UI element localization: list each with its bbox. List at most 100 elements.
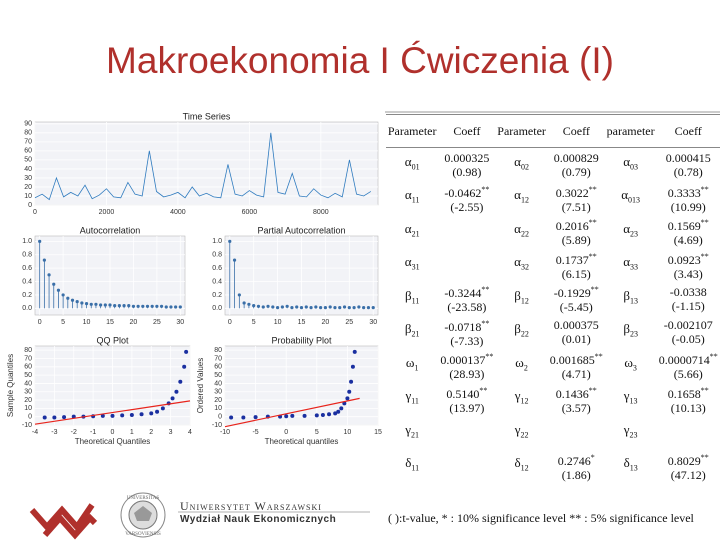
coefficient-value: 0.1737 <box>555 252 589 267</box>
point <box>290 413 295 418</box>
header-cell: Coeff <box>438 114 496 148</box>
point <box>284 414 289 419</box>
parameter-subscript: 33 <box>630 263 639 273</box>
x-tick-label: 5 <box>252 319 256 326</box>
chart-title: QQ Plot <box>96 335 129 345</box>
y-tick-label: 40 <box>214 380 222 387</box>
parameter-cell: γ22 <box>495 416 547 450</box>
x-tick-label: 2000 <box>99 209 115 216</box>
coeff-cell <box>438 249 495 283</box>
parameter-subscript: 11 <box>411 296 420 306</box>
coefficient: 0.1658** <box>656 384 720 401</box>
y-tick-label: 30 <box>24 175 32 182</box>
table-row: α31 α32 0.1737** (6.15) α33 0.0923** (3.43) <box>386 249 720 283</box>
y-tick-label: 10 <box>214 405 222 412</box>
x-tick-label: 0 <box>33 209 37 216</box>
point <box>229 415 234 420</box>
parameter-cell: α11 <box>386 182 438 216</box>
parameter-cell: β11 <box>386 282 438 316</box>
stem-marker <box>159 304 164 308</box>
y-tick-label: 20 <box>24 184 32 191</box>
coeff-cell: 0.8029** (47.12) <box>656 450 720 484</box>
parameter-subscript: 13 <box>629 397 638 407</box>
point <box>182 364 187 369</box>
stem-marker <box>271 305 275 309</box>
stem-marker <box>352 306 356 310</box>
chart-title: Autocorrelation <box>80 225 141 235</box>
coeff-cell: -0.0718** (-7.33) <box>438 316 495 350</box>
table-row: β11 -0.3244** (-23.58) β12 -0.1929** (-5.45) β… <box>386 282 720 316</box>
stem-marker <box>280 305 284 309</box>
coeff-cell: 0.000325 (0.98) <box>438 148 495 182</box>
parameter-cell: α23 <box>605 215 657 249</box>
coefficient-value: -0.0718 <box>444 319 482 334</box>
x-tick-label: -3 <box>51 429 57 436</box>
stem-marker <box>52 282 56 286</box>
coefficient: 0.1737** <box>548 250 605 267</box>
coeff-cell: 0.1658** (10.13) <box>656 383 720 417</box>
significance: ** <box>481 285 490 295</box>
parameter-cell: α22 <box>495 215 547 249</box>
parameter-subscript: 21 <box>411 330 420 340</box>
parameter-cell: α21 <box>386 215 438 249</box>
point <box>345 396 350 401</box>
parameter-symbol: γ <box>514 388 521 404</box>
parameter-symbol: γ <box>405 421 412 437</box>
table-row: ω1 0.000137** (28.93) ω2 0.001685** (4.71) ω3 0… <box>386 349 720 383</box>
point <box>320 413 325 418</box>
stem-marker <box>275 306 280 310</box>
parameter-symbol: β <box>405 287 412 303</box>
y-tick-label: 80 <box>214 347 222 354</box>
y-tick-label: 0.8 <box>212 252 222 259</box>
t-value: (0.98) <box>452 164 482 179</box>
coeff-cell: 0.3333** (10.99) <box>656 182 720 216</box>
coefficient: 0.000415 <box>656 151 720 165</box>
series-line <box>224 397 360 428</box>
stem-marker <box>113 304 117 308</box>
coeff-cell <box>438 416 495 450</box>
parameter-cell: γ13 <box>605 383 657 417</box>
university-name: Uniwersytet Warszawski <box>180 499 322 513</box>
coeff-cell <box>438 215 495 249</box>
stem-marker <box>314 305 318 309</box>
x-tick-label: 4000 <box>170 209 186 216</box>
table-row: α21 α22 0.2016** (5.89) α23 0.1569** (4.69) <box>386 215 720 249</box>
stem-marker <box>141 304 145 308</box>
y-tick-label: 70 <box>24 355 32 362</box>
parameter-cell: ω2 <box>495 349 547 383</box>
coeff-cell: -0.1929** (-5.45) <box>548 282 605 316</box>
parameter-subscript: 22 <box>520 430 529 440</box>
coefficient: 0.0923** <box>656 250 720 267</box>
point <box>129 413 134 418</box>
y-tick-label: 90 <box>24 121 32 128</box>
parameter-subscript: 12 <box>520 196 529 206</box>
parameter-subscript: 21 <box>411 229 420 239</box>
coefficient-value: 0.1436 <box>555 386 589 401</box>
t-value: (5.89) <box>561 233 591 248</box>
x-tick-label: -5 <box>252 429 258 436</box>
y-axis-label: Sample Quantiles <box>6 354 15 417</box>
coeff-cell <box>656 416 720 450</box>
x-tick-label: 1 <box>130 429 134 436</box>
point <box>336 409 341 414</box>
parameter-symbol: β <box>623 321 630 337</box>
parameter-cell: γ23 <box>605 416 657 450</box>
results-table: Parameter Coeff Parameter Coeff parameter Coe… <box>386 114 720 483</box>
stem-marker <box>328 305 332 309</box>
significance: ** <box>700 218 709 228</box>
header-cell: Parameter <box>386 114 439 148</box>
x-tick-label: 30 <box>176 319 184 326</box>
parameter-cell: β22 <box>495 316 547 350</box>
parameter-symbol: δ <box>405 455 412 471</box>
t-value: (47.12) <box>670 467 706 482</box>
stem-marker <box>290 306 294 310</box>
parameter-symbol: α <box>404 254 412 270</box>
significance: ** <box>700 385 709 395</box>
point <box>52 415 57 420</box>
y-tick-label: 0.8 <box>22 252 32 259</box>
t-value: (6.15) <box>561 266 591 281</box>
parameter-subscript: 13 <box>629 296 638 306</box>
coeff-cell: 0.000415 (0.78) <box>656 148 720 182</box>
parameter-symbol: α <box>514 187 521 203</box>
coeff-cell: 0.2746* (1.86) <box>548 450 605 484</box>
